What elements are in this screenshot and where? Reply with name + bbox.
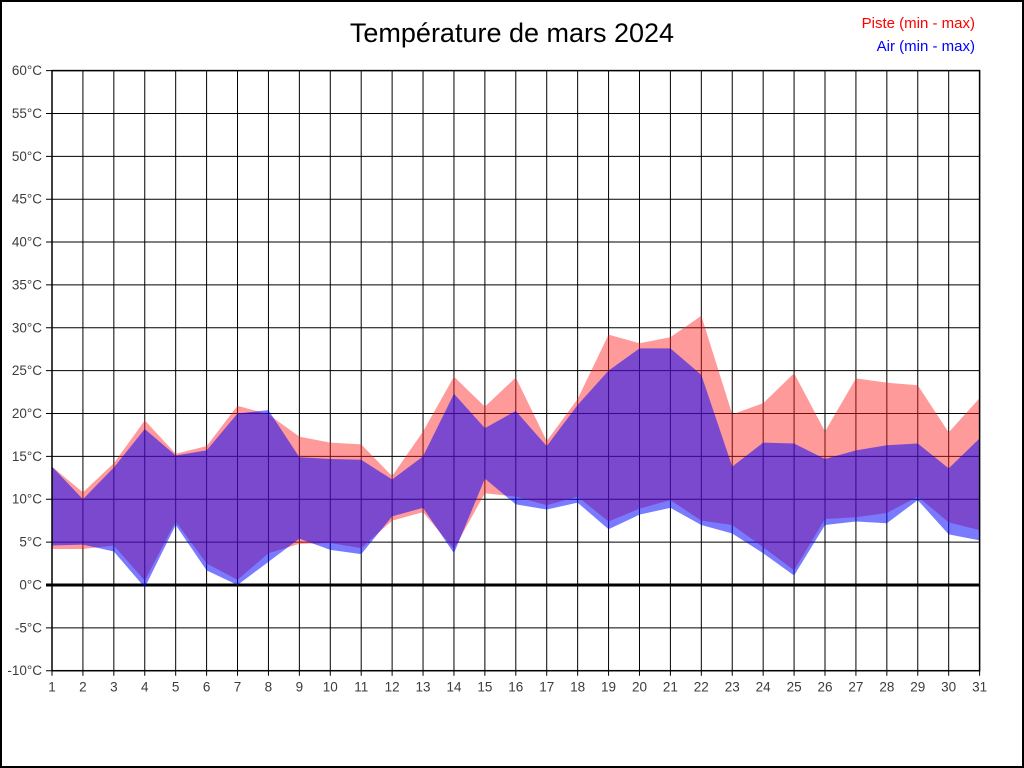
plot-frame	[51, 69, 981, 672]
y-tick-label: 10°C	[12, 492, 42, 507]
x-tick-label: 9	[296, 680, 304, 695]
x-tick-label: 14	[446, 680, 462, 695]
y-tick-label: 60°C	[12, 63, 42, 78]
x-tick-label: 8	[265, 680, 273, 695]
x-tick-label: 12	[385, 680, 400, 695]
legend-piste: Piste (min - max)	[861, 15, 975, 32]
x-tick-label: 18	[570, 680, 585, 695]
x-tick-label: 6	[203, 680, 211, 695]
y-tick-label: -5°C	[15, 620, 42, 635]
y-tick-label: 35°C	[12, 277, 42, 292]
chart-legend: Piste (min - max) Air (min - max)	[862, 12, 975, 58]
x-tick-label: 11	[354, 680, 368, 695]
y-tick-label: 15°C	[12, 449, 42, 464]
legend-air: Air (min - max)	[876, 38, 975, 55]
x-tick-label: 10	[323, 680, 338, 695]
y-tick-label: 55°C	[12, 106, 42, 121]
x-tick-label: 20	[632, 680, 647, 695]
x-tick-label: 21	[663, 680, 678, 695]
x-tick-label: 1	[48, 680, 56, 695]
x-tick-label: 2	[79, 680, 87, 695]
x-tick-label: 5	[172, 680, 180, 695]
x-tick-label: 26	[817, 680, 832, 695]
y-tick-label: 20°C	[12, 406, 42, 421]
y-tick-label: 45°C	[12, 192, 42, 207]
x-tick-label: 31	[972, 680, 987, 695]
x-tick-label: 22	[694, 680, 709, 695]
y-tick-label: -10°C	[7, 663, 42, 678]
x-tick-label: 27	[848, 680, 863, 695]
y-tick-label: 40°C	[12, 235, 42, 250]
x-tick-label: 4	[141, 680, 149, 695]
x-tick-label: 28	[879, 680, 894, 695]
y-tick-label: 30°C	[12, 320, 42, 335]
x-tick-label: 17	[539, 680, 554, 695]
x-tick-label: 23	[725, 680, 740, 695]
x-tick-label: 13	[416, 680, 431, 695]
x-tick-label: 15	[477, 680, 492, 695]
x-tick-label: 16	[508, 680, 523, 695]
x-tick-label: 3	[110, 680, 118, 695]
y-tick-label: 50°C	[12, 149, 42, 164]
y-tick-label: 5°C	[19, 535, 42, 550]
x-tick-label: 30	[941, 680, 956, 695]
x-tick-label: 19	[601, 680, 616, 695]
y-tick-label: 25°C	[12, 363, 42, 378]
y-tick-label: 0°C	[19, 577, 42, 592]
x-tick-label: 29	[910, 680, 925, 695]
x-tick-label: 24	[756, 680, 772, 695]
air-band	[52, 348, 980, 588]
x-tick-label: 25	[787, 680, 802, 695]
x-tick-label: 7	[234, 680, 242, 695]
chart-title: Température de mars 2024	[349, 18, 675, 48]
